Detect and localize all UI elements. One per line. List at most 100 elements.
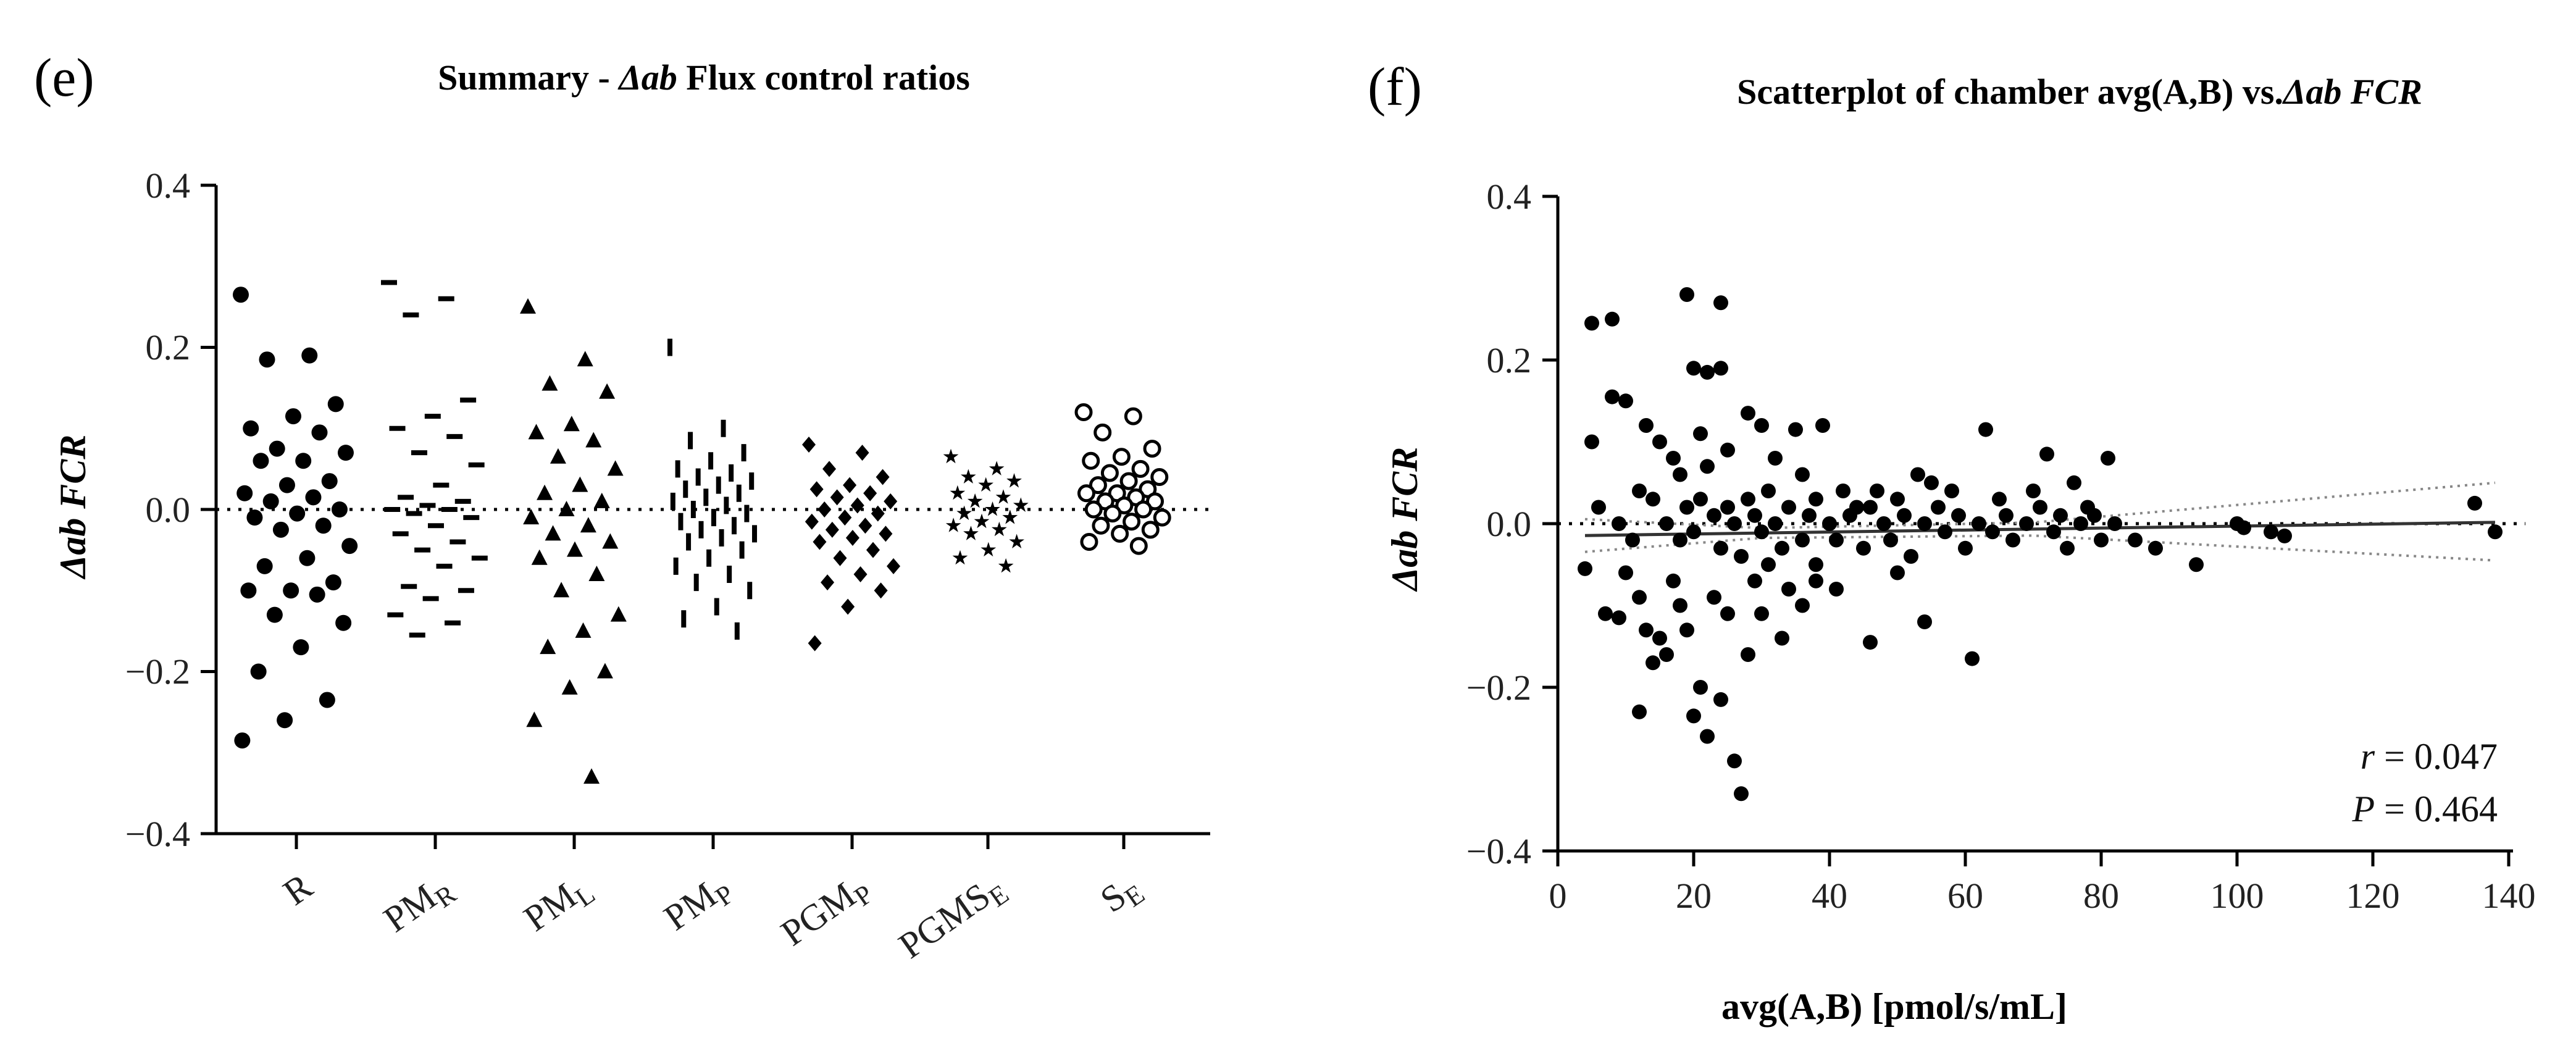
data-point-pm-l — [520, 298, 536, 314]
panel-e-x-ticks — [295, 834, 1126, 849]
data-point-s-e — [1123, 513, 1141, 531]
category-label-pgm-p: PGMP — [774, 866, 879, 958]
data-point-pm-l — [537, 484, 553, 500]
data-point-pgms-e — [974, 513, 990, 529]
data-point-r — [266, 606, 283, 623]
scatter-point — [1618, 565, 1633, 580]
scatter-point — [1836, 484, 1850, 498]
category-label-pgms-e: PGMSE — [892, 866, 1014, 971]
data-point-pm-p — [731, 517, 737, 535]
data-point-pm-p — [670, 492, 675, 510]
panel-e-letter: (e) — [34, 48, 94, 108]
data-point-pgms-e — [1013, 497, 1029, 512]
data-point-r — [309, 586, 325, 603]
scatter-point — [1713, 295, 1728, 311]
scatter-point — [1863, 635, 1878, 650]
data-point-pm-r — [454, 498, 471, 504]
data-point-pgm-p — [884, 493, 898, 509]
data-point-pm-r — [441, 507, 458, 512]
scatter-point — [1720, 442, 1735, 458]
data-point-pm-p — [681, 610, 687, 628]
data-point-r — [321, 473, 338, 490]
data-point-pm-p — [686, 533, 692, 551]
category-label-pm-r: PMR — [377, 865, 462, 944]
data-point-pgm-p — [805, 513, 819, 530]
data-point-r — [299, 550, 316, 566]
scatter-point — [1809, 557, 1823, 572]
scatter-point — [2039, 446, 2054, 462]
data-point-s-e — [1124, 407, 1142, 425]
data-point-pgms-e — [1002, 509, 1018, 524]
data-point-pm-l — [593, 492, 610, 508]
data-point-pm-r — [436, 563, 453, 569]
data-point-pgm-p — [850, 497, 864, 514]
scatter-point — [1992, 492, 2007, 507]
data-point-pm-l — [550, 448, 566, 464]
scatter-point — [2107, 516, 2122, 531]
data-point-pgms-e — [956, 505, 972, 521]
scatter-point — [1951, 508, 1966, 523]
panel-e-ytick-label: 0.0 — [146, 490, 191, 530]
data-point-pgms-e — [961, 469, 976, 484]
data-point-pm-p — [683, 480, 688, 498]
scatter-point — [1829, 582, 1844, 597]
scatter-point — [1822, 516, 1837, 531]
data-point-pm-l — [531, 549, 548, 565]
scatter-point — [2060, 540, 2075, 556]
data-point-pm-r — [387, 612, 404, 618]
p-value-annotation: P = 0.464 — [2352, 789, 2498, 829]
panel-f-xtick-label: 140 — [2482, 876, 2536, 916]
scatter-point — [1679, 500, 1694, 515]
data-point-pm-l — [599, 383, 616, 399]
data-point-r — [277, 712, 293, 729]
data-point-pm-r — [427, 523, 444, 529]
scatter-point — [2046, 524, 2061, 540]
panel-e-ytick-label: −0.4 — [125, 814, 190, 854]
scatter-point — [1713, 361, 1728, 376]
scatter-point — [1632, 590, 1647, 605]
scatter-point — [1924, 475, 1939, 490]
data-point-r — [250, 663, 267, 680]
data-point-pm-p — [688, 432, 693, 450]
panel-e-ytick-label: −0.2 — [125, 651, 190, 692]
scatter-point — [1754, 524, 1769, 540]
data-point-pgm-p — [853, 566, 868, 582]
scatter-point — [1605, 389, 1620, 404]
scatter-point — [1761, 484, 1776, 498]
data-point-pgm-p — [845, 529, 859, 546]
scatter-point — [1659, 516, 1674, 531]
data-point-pgm-p — [866, 542, 880, 558]
panel-e-ytick-label: 0.2 — [146, 327, 191, 367]
data-point-pm-l — [563, 416, 580, 432]
data-point-pm-p — [675, 460, 680, 478]
panel-f-y-ticks: 0.4 0.2 0.0 −0.2 −0.4 — [1466, 177, 1558, 871]
scatter-point — [2087, 508, 2102, 523]
scatter-point — [1612, 516, 1626, 531]
data-point-pgm-p — [808, 635, 822, 651]
data-point-pm-p — [724, 496, 729, 514]
data-point-pm-r — [471, 555, 488, 561]
scatter-point — [2189, 557, 2204, 572]
data-point-pgm-p — [887, 558, 901, 574]
data-point-pm-p — [719, 529, 724, 547]
scatter-point — [2488, 524, 2503, 540]
scatter-point — [1876, 516, 1891, 531]
data-point-s-e — [1084, 500, 1103, 519]
data-point-r — [272, 521, 289, 538]
data-point-pgms-e — [943, 448, 959, 464]
scatter-point — [1768, 516, 1783, 531]
data-point-pgm-p — [879, 526, 893, 542]
panel-e-data-points — [233, 280, 1171, 784]
scatter-point — [1632, 704, 1647, 719]
scatter-point — [1727, 516, 1742, 531]
data-point-pgms-e — [963, 526, 979, 540]
data-point-r — [331, 501, 348, 517]
scatter-point — [1775, 630, 1789, 646]
scatter-point — [1700, 729, 1715, 744]
data-point-pgm-p — [838, 509, 852, 526]
data-point-pm-p — [667, 338, 672, 356]
scatter-point — [1584, 434, 1599, 450]
scatter-point — [1639, 622, 1654, 638]
scatter-point — [2236, 520, 2251, 535]
category-label-pm-p: PMP — [657, 866, 740, 943]
